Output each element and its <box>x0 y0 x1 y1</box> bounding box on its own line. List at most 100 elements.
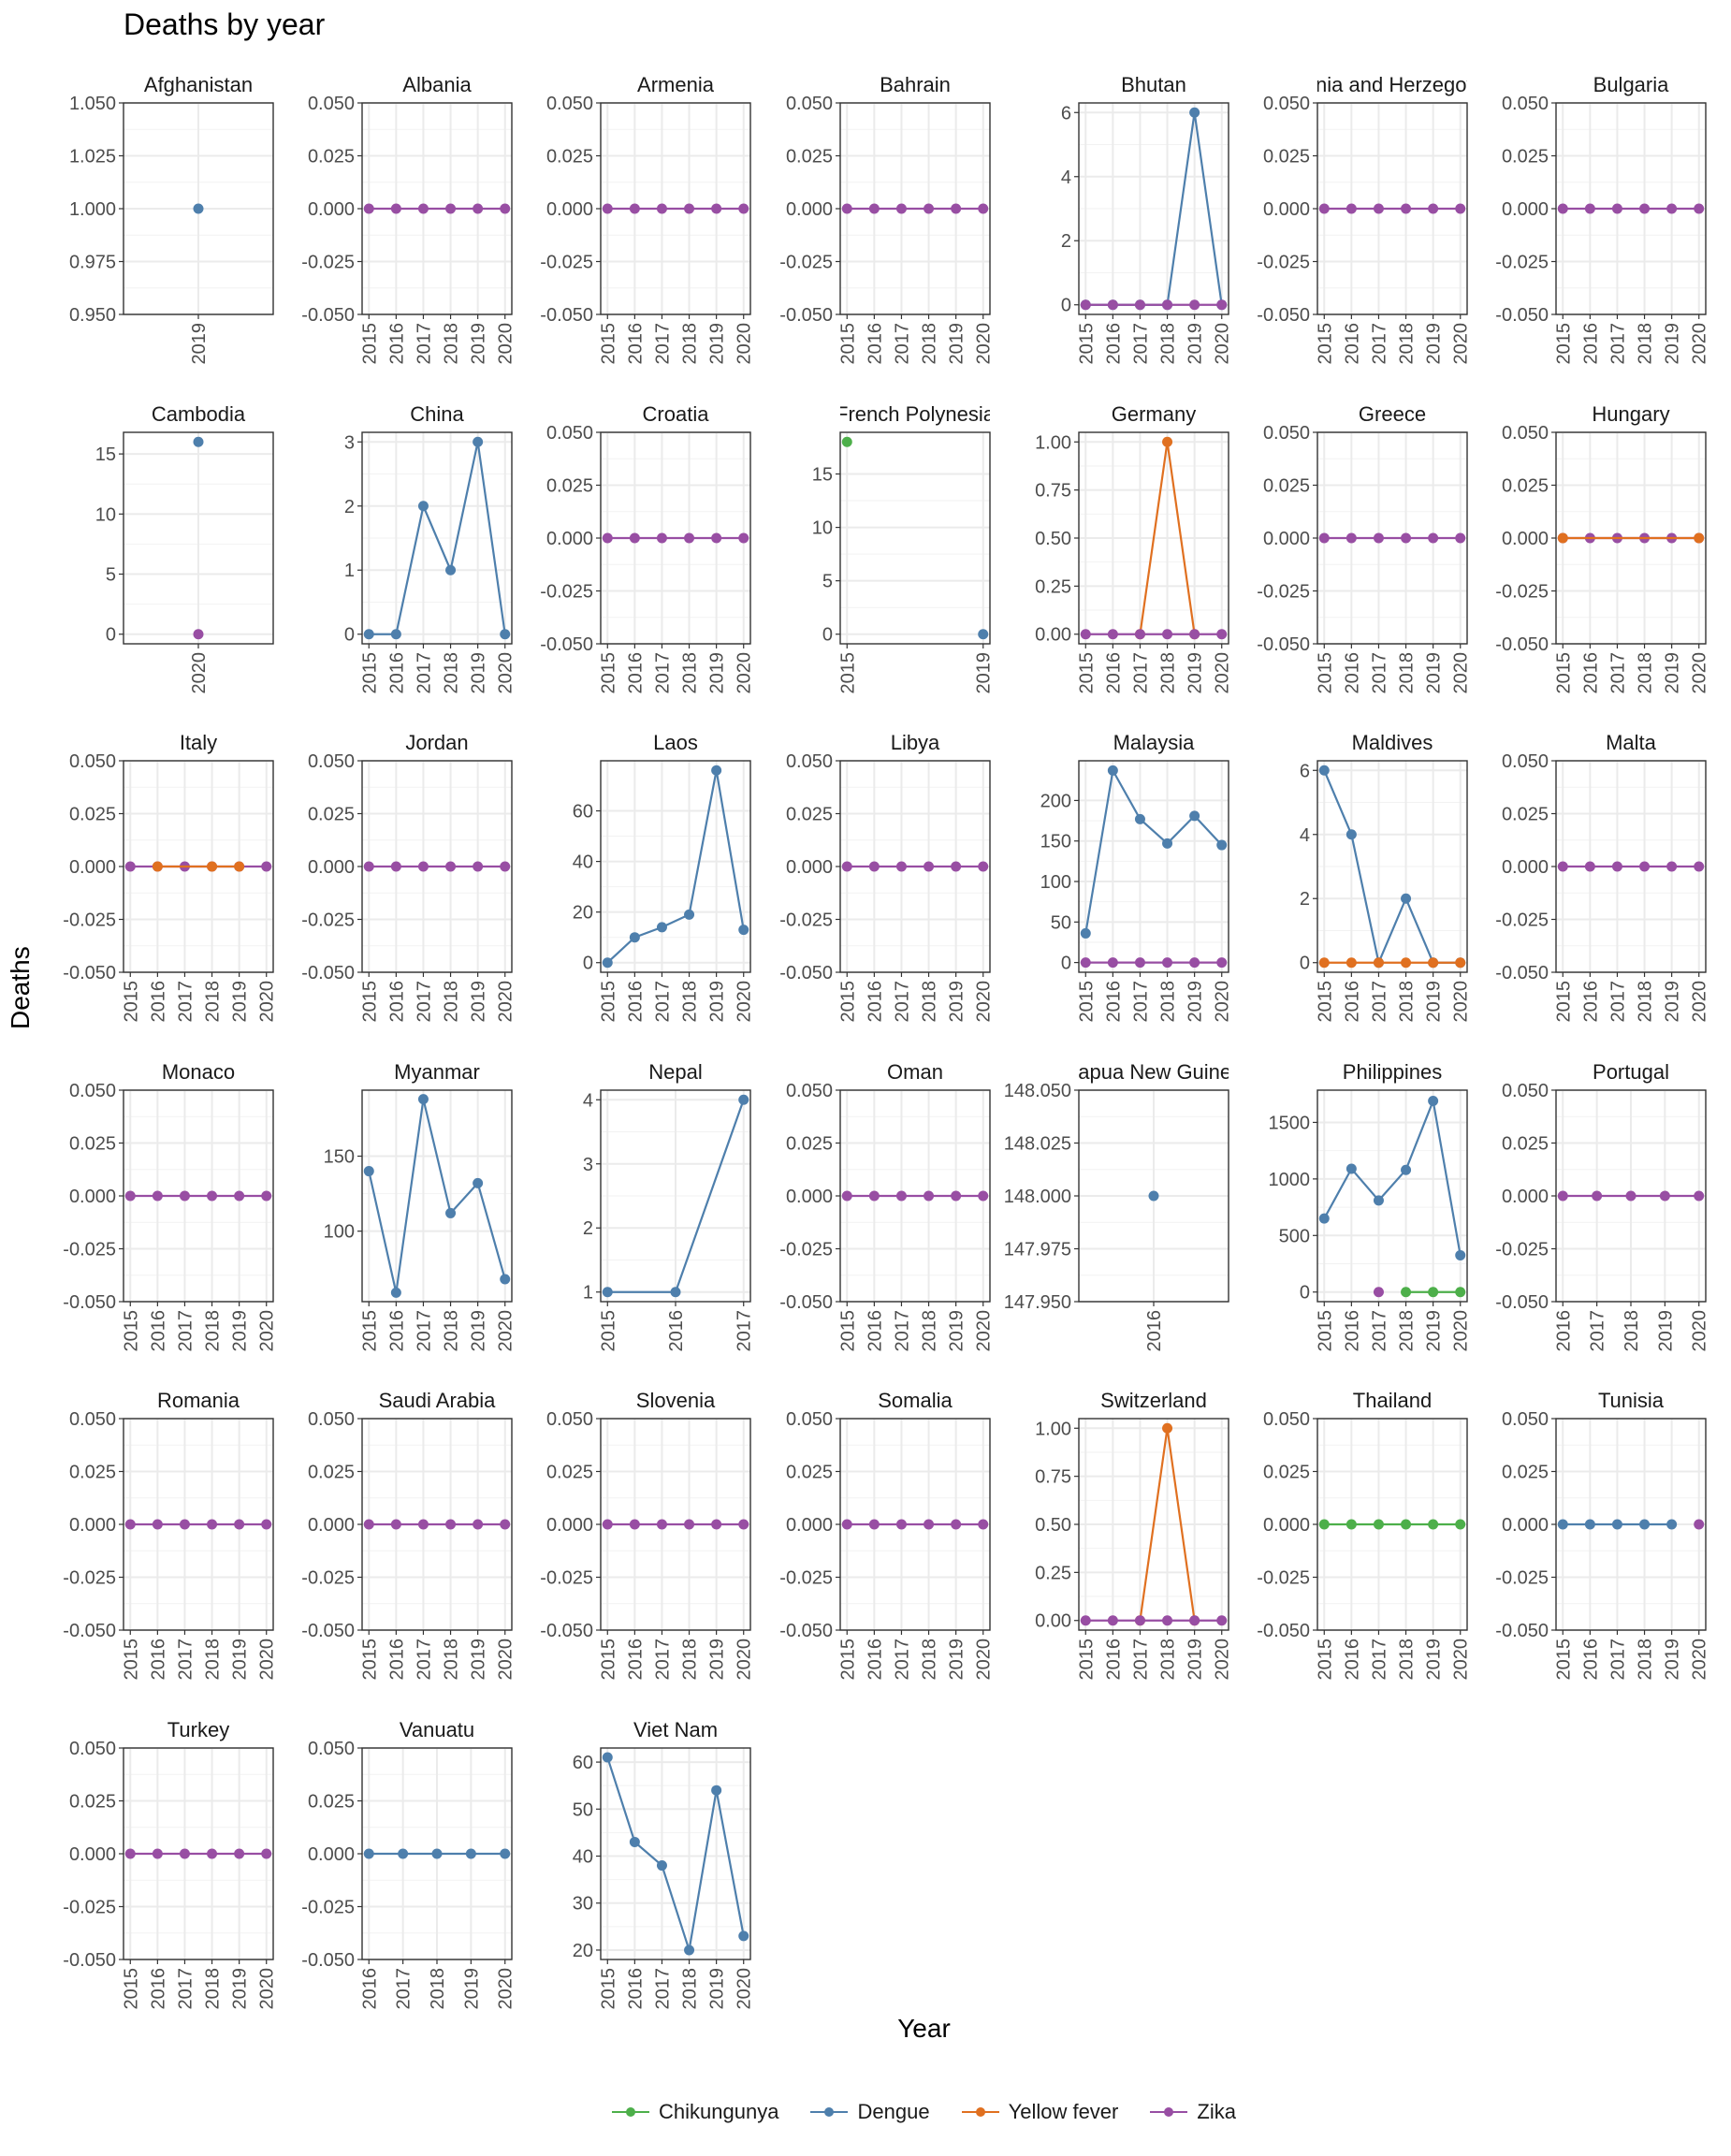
data-point-dengue <box>1346 829 1357 840</box>
panel-border <box>1078 102 1229 315</box>
x-tick-label: 2017 <box>1607 981 1628 1023</box>
x-tick-label: 2020 <box>1690 1310 1710 1352</box>
x-tick-label: 2018 <box>1636 652 1656 694</box>
data-point-dengue <box>602 1287 613 1298</box>
data-point-zika <box>1134 1615 1145 1626</box>
panel-title: Cambodia <box>152 402 246 426</box>
y-tick-label: -0.025 <box>1257 1568 1310 1589</box>
x-tick-label: 2017 <box>1130 652 1151 694</box>
y-tick-label: 200 <box>1040 791 1071 811</box>
panel-border <box>1316 760 1468 973</box>
y-tick-label: 0.000 <box>69 1515 116 1536</box>
data-point-zika <box>738 203 749 214</box>
data-point-zika <box>841 861 852 872</box>
data-point-zika <box>1584 203 1595 214</box>
y-tick-label: 0.025 <box>1502 1463 1549 1483</box>
data-point-dengue <box>1584 1519 1595 1530</box>
y-tick-label: -0.050 <box>540 305 593 326</box>
panel-title: Bosnia and Herzegovina <box>1280 73 1505 96</box>
data-point-dengue <box>711 765 722 776</box>
y-tick-label: -0.025 <box>301 1568 355 1589</box>
x-tick-label: 2015 <box>1553 981 1574 1023</box>
y-tick-label: -0.025 <box>63 1568 116 1589</box>
x-tick-label: 2017 <box>892 323 912 365</box>
y-tick-label: 0.000 <box>1263 1515 1310 1536</box>
x-tick-label: 2015 <box>1315 323 1335 365</box>
data-point-chikungunya <box>1455 1287 1466 1298</box>
panel-border <box>600 1747 751 1960</box>
x-tick-label: 2016 <box>148 1968 168 2010</box>
panel-armenia: Armenia -0.050 -0.025 0.000 0.025 0.050 2015 20… <box>540 73 754 365</box>
y-tick-label: 0.025 <box>1502 147 1549 168</box>
y-tick-label: 1.025 <box>69 147 116 168</box>
x-tick-label: 2016 <box>1144 1310 1165 1352</box>
panel-title: Slovenia <box>636 1389 716 1412</box>
data-point-zika <box>1346 203 1357 214</box>
data-point-zika <box>656 203 667 214</box>
panel-slovenia: Slovenia -0.050 -0.025 0.000 0.025 0.050 2015 2… <box>540 1389 754 1681</box>
y-tick-label: 2 <box>1300 889 1310 910</box>
data-point-zika <box>951 861 962 872</box>
y-tick-label: -0.025 <box>301 910 355 931</box>
data-point-zika <box>261 861 272 872</box>
y-tick-label: -0.025 <box>779 910 833 931</box>
y-tick-label: 6 <box>1061 103 1071 124</box>
data-point-zika <box>1584 861 1595 872</box>
data-point-zika <box>1162 1615 1173 1626</box>
data-point-dengue <box>500 1848 511 1859</box>
data-point-dengue <box>1189 810 1200 822</box>
y-tick-label: 0.050 <box>1502 1081 1549 1101</box>
data-point-dengue <box>1162 838 1173 849</box>
x-tick-label: 2020 <box>496 652 516 694</box>
data-point-zika <box>363 1519 374 1530</box>
data-point-zika <box>841 203 852 214</box>
y-tick-label: -0.050 <box>540 634 593 655</box>
panel-thailand: Thailand -0.050 -0.025 0.000 0.025 0.050 2015 2… <box>1257 1389 1471 1681</box>
data-point-dengue <box>500 1274 511 1285</box>
data-point-dengue <box>684 909 695 920</box>
x-tick-label: 2020 <box>1451 1310 1472 1352</box>
x-tick-label: 2020 <box>1451 981 1472 1023</box>
panel-title: Switzerland <box>1100 1389 1207 1412</box>
x-tick-label: 2019 <box>1655 1310 1676 1352</box>
data-point-dengue <box>417 501 429 512</box>
panel-title: Afghanistan <box>144 73 253 96</box>
y-tick-label: 0.050 <box>308 1739 355 1759</box>
x-tick-label: 2020 <box>735 981 755 1023</box>
data-point-dengue <box>1557 1519 1568 1530</box>
data-point-zika <box>179 1190 190 1202</box>
data-point-zika <box>207 1190 218 1202</box>
data-point-dengue <box>1134 813 1145 824</box>
data-point-zika <box>1162 299 1173 311</box>
y-tick-label: 0.050 <box>69 1409 116 1430</box>
x-tick-label: 2018 <box>680 652 701 694</box>
x-tick-label: 2020 <box>1690 323 1710 365</box>
data-point-dengue <box>602 1752 613 1763</box>
x-tick-label: 2019 <box>1424 652 1445 694</box>
panel-switzerland: Switzerland 0.00 0.25 0.50 0.75 1.00 2015 2016 2… <box>1035 1389 1233 1681</box>
x-tick-label: 2015 <box>1553 652 1574 694</box>
x-tick-label: 2015 <box>837 981 858 1023</box>
x-tick-label: 2018 <box>1397 652 1418 694</box>
data-point-chikungunya <box>1428 1519 1439 1530</box>
data-point-zika <box>924 1519 935 1530</box>
y-tick-label: 10 <box>812 518 833 539</box>
y-tick-label: -0.025 <box>1495 1568 1549 1589</box>
panel-bhutan: Bhutan 0 2 4 6 2015 2016 2017 2018 2019 2020 <box>1061 73 1233 365</box>
x-tick-label: 2020 <box>1690 652 1710 694</box>
x-tick-label: 2016 <box>666 1310 687 1352</box>
panel-title: Monaco <box>162 1060 235 1084</box>
x-tick-label: 2015 <box>837 1310 858 1352</box>
x-tick-label: 2020 <box>1451 1639 1472 1681</box>
y-tick-label: -0.025 <box>540 1568 593 1589</box>
panel-title: Viet Nam <box>633 1718 718 1741</box>
y-tick-label: 0.000 <box>69 1844 116 1865</box>
panel-title: Albania <box>402 73 472 96</box>
y-tick-label: 0.000 <box>546 529 593 549</box>
legend-item-yellow-fever: Yellow fever <box>961 2100 1118 2124</box>
panel-somalia: Somalia -0.050 -0.025 0.000 0.025 0.050 2015 20… <box>779 1389 994 1681</box>
x-tick-label: 2015 <box>598 1639 618 1681</box>
legend-label-chikungunya: Chikungunya <box>659 2100 779 2123</box>
x-tick-label: 2018 <box>680 1968 701 2010</box>
x-tick-label: 2016 <box>148 1639 168 1681</box>
